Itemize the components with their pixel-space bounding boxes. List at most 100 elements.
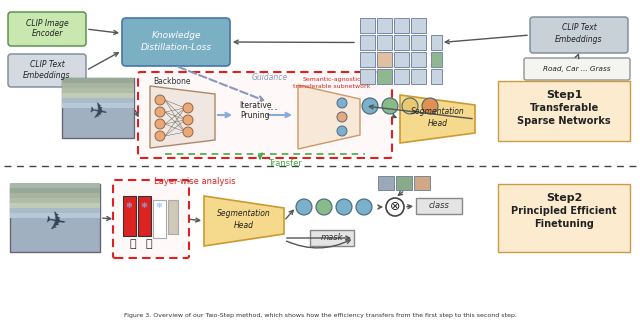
Circle shape xyxy=(155,131,165,141)
Circle shape xyxy=(183,115,193,125)
Text: Principled Efficient: Principled Efficient xyxy=(511,206,617,216)
Text: Sparse Networks: Sparse Networks xyxy=(517,116,611,126)
Bar xyxy=(394,18,409,33)
Bar xyxy=(431,52,442,67)
Text: mask: mask xyxy=(321,234,343,242)
Text: Segmentation: Segmentation xyxy=(411,108,465,117)
Circle shape xyxy=(183,127,193,137)
FancyBboxPatch shape xyxy=(530,17,628,53)
Bar xyxy=(411,52,426,67)
Bar xyxy=(411,35,426,50)
Circle shape xyxy=(386,198,404,216)
Bar xyxy=(138,196,151,236)
Bar xyxy=(168,200,178,234)
Bar xyxy=(394,69,409,84)
Bar xyxy=(62,83,134,88)
Bar xyxy=(62,88,134,93)
Polygon shape xyxy=(204,196,284,246)
Text: 🔥: 🔥 xyxy=(146,239,152,249)
Bar xyxy=(377,18,392,33)
Circle shape xyxy=(337,112,347,122)
Bar xyxy=(377,35,392,50)
Circle shape xyxy=(155,119,165,129)
Bar xyxy=(394,35,409,50)
Circle shape xyxy=(422,98,438,114)
Polygon shape xyxy=(400,95,475,143)
Text: Transfer: Transfer xyxy=(268,158,302,168)
Bar xyxy=(378,176,394,190)
Text: Distillation-Loss: Distillation-Loss xyxy=(140,43,212,52)
Circle shape xyxy=(183,103,193,113)
Text: Knowledge: Knowledge xyxy=(151,30,201,40)
Bar xyxy=(10,184,100,252)
Text: Head: Head xyxy=(234,222,254,230)
Polygon shape xyxy=(150,86,215,148)
Bar xyxy=(416,198,462,214)
Bar xyxy=(431,69,442,84)
Circle shape xyxy=(337,126,347,136)
FancyBboxPatch shape xyxy=(138,72,392,158)
Text: ···: ··· xyxy=(267,105,279,118)
Bar xyxy=(411,18,426,33)
Text: 🔥: 🔥 xyxy=(130,239,136,249)
Text: ❄: ❄ xyxy=(125,202,132,211)
Circle shape xyxy=(402,98,418,114)
Circle shape xyxy=(155,95,165,105)
Bar xyxy=(10,203,100,208)
Bar xyxy=(10,213,100,218)
FancyBboxPatch shape xyxy=(524,58,630,80)
Text: CLIP Image: CLIP Image xyxy=(26,18,68,28)
Text: CLIP Text: CLIP Text xyxy=(29,60,65,69)
Circle shape xyxy=(337,98,347,108)
Bar xyxy=(62,98,134,103)
Bar xyxy=(498,184,630,252)
Text: Transferable: Transferable xyxy=(529,103,598,113)
Bar xyxy=(360,52,375,67)
Circle shape xyxy=(336,199,352,215)
Bar xyxy=(411,69,426,84)
Circle shape xyxy=(155,107,165,117)
Text: ✈: ✈ xyxy=(43,209,67,237)
Text: Encoder: Encoder xyxy=(31,29,63,39)
Bar xyxy=(394,52,409,67)
Text: ❄: ❄ xyxy=(141,202,147,211)
Text: Segmentation: Segmentation xyxy=(217,209,271,217)
Text: Embeddings: Embeddings xyxy=(23,71,71,80)
Text: Guidance: Guidance xyxy=(252,74,288,83)
Circle shape xyxy=(356,199,372,215)
Text: Embeddings: Embeddings xyxy=(556,36,603,44)
Text: transferable subnetwork: transferable subnetwork xyxy=(293,85,371,89)
Bar xyxy=(360,18,375,33)
Text: Iterative: Iterative xyxy=(239,101,271,110)
Circle shape xyxy=(362,98,378,114)
Bar xyxy=(62,78,134,83)
Bar xyxy=(62,78,134,138)
Text: Semantic-agnostic: Semantic-agnostic xyxy=(303,76,361,82)
Text: Backbone: Backbone xyxy=(153,77,191,87)
FancyBboxPatch shape xyxy=(8,54,86,87)
Text: class: class xyxy=(429,202,449,211)
Text: Step2: Step2 xyxy=(546,193,582,203)
Bar xyxy=(10,208,100,213)
Bar xyxy=(377,52,392,67)
Circle shape xyxy=(296,199,312,215)
Text: Step1: Step1 xyxy=(546,90,582,100)
Text: Figure 3. Overview of our Two-Step method, which shows how the efficiency transf: Figure 3. Overview of our Two-Step metho… xyxy=(124,314,516,318)
Bar xyxy=(62,103,134,108)
Text: Finetuning: Finetuning xyxy=(534,219,594,229)
FancyBboxPatch shape xyxy=(122,18,230,66)
Text: CLIP Text: CLIP Text xyxy=(562,24,596,32)
Bar xyxy=(396,176,412,190)
Text: ❄: ❄ xyxy=(156,202,163,211)
Text: ⊗: ⊗ xyxy=(390,201,400,214)
Bar xyxy=(360,35,375,50)
Text: Pruning: Pruning xyxy=(240,111,269,121)
Bar xyxy=(414,176,430,190)
FancyBboxPatch shape xyxy=(113,180,189,258)
Text: ✈: ✈ xyxy=(87,101,109,124)
Polygon shape xyxy=(298,85,360,149)
Text: Road, Car ... Grass: Road, Car ... Grass xyxy=(543,66,611,72)
Bar xyxy=(62,93,134,98)
FancyBboxPatch shape xyxy=(8,12,86,46)
Bar xyxy=(360,69,375,84)
